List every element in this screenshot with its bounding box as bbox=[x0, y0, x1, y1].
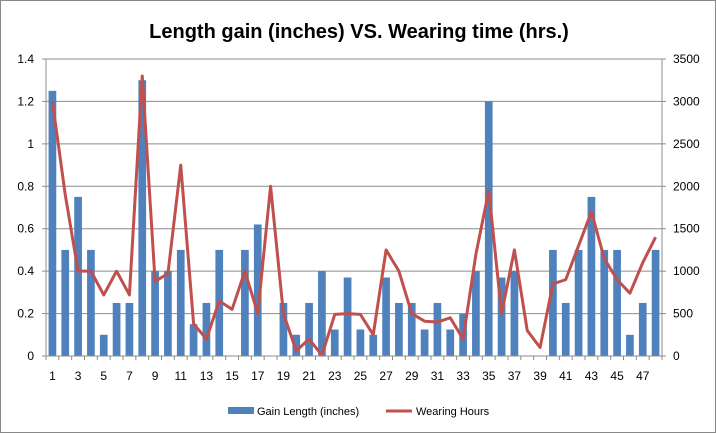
y-left-tick-label: 0.6 bbox=[17, 222, 34, 236]
bar-gain-1 bbox=[48, 90, 57, 357]
bar-gain-24 bbox=[343, 277, 352, 356]
bar-gain-17 bbox=[253, 224, 262, 356]
bar-gain-12 bbox=[189, 324, 198, 356]
bar-gain-35 bbox=[484, 101, 493, 356]
y-right-tick-label: 1500 bbox=[673, 222, 700, 236]
x-tick-label: 25 bbox=[354, 369, 368, 383]
y-left-tick-label: 1.2 bbox=[17, 94, 34, 108]
legend: Gain Length (inches) Wearing Hours bbox=[228, 406, 490, 418]
y-left-tick-label: 1 bbox=[27, 137, 34, 151]
bar-gain-13 bbox=[202, 302, 211, 356]
x-tick-label: 37 bbox=[508, 369, 522, 383]
bar-gain-5 bbox=[99, 334, 108, 356]
bar-gain-48 bbox=[651, 249, 660, 356]
y-left-tick-label: 1.4 bbox=[17, 52, 34, 66]
bar-gain-25 bbox=[356, 329, 365, 356]
y-left-tick-label: 0 bbox=[27, 349, 34, 363]
y-right-tick-label: 1000 bbox=[673, 264, 700, 278]
bar-gain-34 bbox=[472, 271, 480, 356]
x-tick-label: 17 bbox=[251, 369, 265, 383]
bar-gain-32 bbox=[446, 329, 455, 356]
bar-gain-45 bbox=[613, 249, 621, 356]
x-tick-label: 29 bbox=[405, 369, 419, 383]
x-tick-label: 11 bbox=[175, 369, 188, 383]
bar-gain-21 bbox=[305, 302, 313, 356]
bar-gain-19 bbox=[279, 302, 288, 356]
y-left-tick-label: 0.2 bbox=[17, 307, 34, 321]
y-left-tick-label: 0.4 bbox=[17, 264, 34, 278]
x-tick-label: 1 bbox=[49, 369, 56, 383]
bar-gain-26 bbox=[369, 334, 378, 356]
x-tick-label: 35 bbox=[482, 369, 496, 383]
x-tick-label: 43 bbox=[585, 369, 599, 383]
bar-gain-29 bbox=[407, 302, 416, 356]
x-tick-label: 7 bbox=[126, 369, 133, 383]
bar-gain-8 bbox=[138, 80, 147, 356]
bar-gain-41 bbox=[561, 302, 570, 356]
x-tick-label: 19 bbox=[277, 369, 291, 383]
y-right-tick-label: 3000 bbox=[673, 94, 700, 108]
bar-gain-7 bbox=[125, 302, 134, 356]
bar-gain-23 bbox=[330, 329, 339, 356]
chart-title: Length gain (inches) VS. Wearing time (h… bbox=[149, 21, 569, 43]
bar-gain-46 bbox=[626, 334, 634, 356]
y-right-tick-label: 3500 bbox=[673, 52, 700, 66]
x-tick-label: 23 bbox=[328, 369, 342, 383]
bar-gain-36 bbox=[497, 277, 506, 356]
bar-gain-31 bbox=[433, 302, 442, 356]
x-tick-label: 39 bbox=[533, 369, 547, 383]
x-tick-label: 15 bbox=[225, 369, 239, 383]
bar-gain-43 bbox=[587, 196, 596, 356]
x-tick-label: 47 bbox=[636, 369, 650, 383]
x-tick-label: 31 bbox=[431, 369, 445, 383]
line-wearing-hours bbox=[50, 74, 657, 357]
bar-gain-20 bbox=[292, 334, 301, 356]
x-tick-label: 45 bbox=[610, 369, 624, 383]
x-tick-label: 5 bbox=[100, 369, 107, 383]
x-tick-label: 3 bbox=[75, 369, 82, 383]
legend-bar-swatch bbox=[228, 407, 254, 414]
bar-gain-16 bbox=[241, 249, 249, 356]
bar-gain-42 bbox=[574, 249, 583, 356]
x-tick-label: 13 bbox=[200, 369, 214, 383]
bar-gain-27 bbox=[382, 277, 390, 356]
x-tick-label: 9 bbox=[152, 369, 159, 383]
bar-gain-3 bbox=[74, 196, 82, 356]
legend-label-gain: Gain Length (inches) bbox=[257, 406, 359, 418]
bar-gain-10 bbox=[164, 271, 172, 356]
bar-gain-9 bbox=[151, 271, 159, 356]
legend-label-hours: Wearing Hours bbox=[416, 406, 490, 418]
y-left-tick-label: 0.8 bbox=[17, 179, 34, 193]
y-right-tick-label: 2500 bbox=[673, 137, 700, 151]
bar-gain-11 bbox=[176, 249, 185, 356]
bar-gain-4 bbox=[87, 249, 95, 356]
bar-gain-30 bbox=[420, 329, 429, 356]
y-right-tick-label: 2000 bbox=[673, 179, 700, 193]
bar-gain-44 bbox=[600, 249, 609, 356]
bar-gain-37 bbox=[510, 271, 519, 356]
bar-gain-6 bbox=[112, 302, 121, 356]
x-tick-label: 33 bbox=[456, 369, 470, 383]
x-tick-label: 21 bbox=[302, 369, 316, 383]
y-right-tick-label: 500 bbox=[673, 307, 693, 321]
x-tick-label: 41 bbox=[559, 369, 573, 383]
bar-gain-2 bbox=[61, 249, 70, 356]
bar-gain-22 bbox=[318, 271, 326, 356]
bar-gain-28 bbox=[395, 302, 403, 356]
bar-gain-40 bbox=[549, 249, 557, 356]
y-right-tick-label: 0 bbox=[673, 349, 680, 363]
x-tick-label: 27 bbox=[379, 369, 393, 383]
bar-gain-47 bbox=[638, 302, 647, 356]
